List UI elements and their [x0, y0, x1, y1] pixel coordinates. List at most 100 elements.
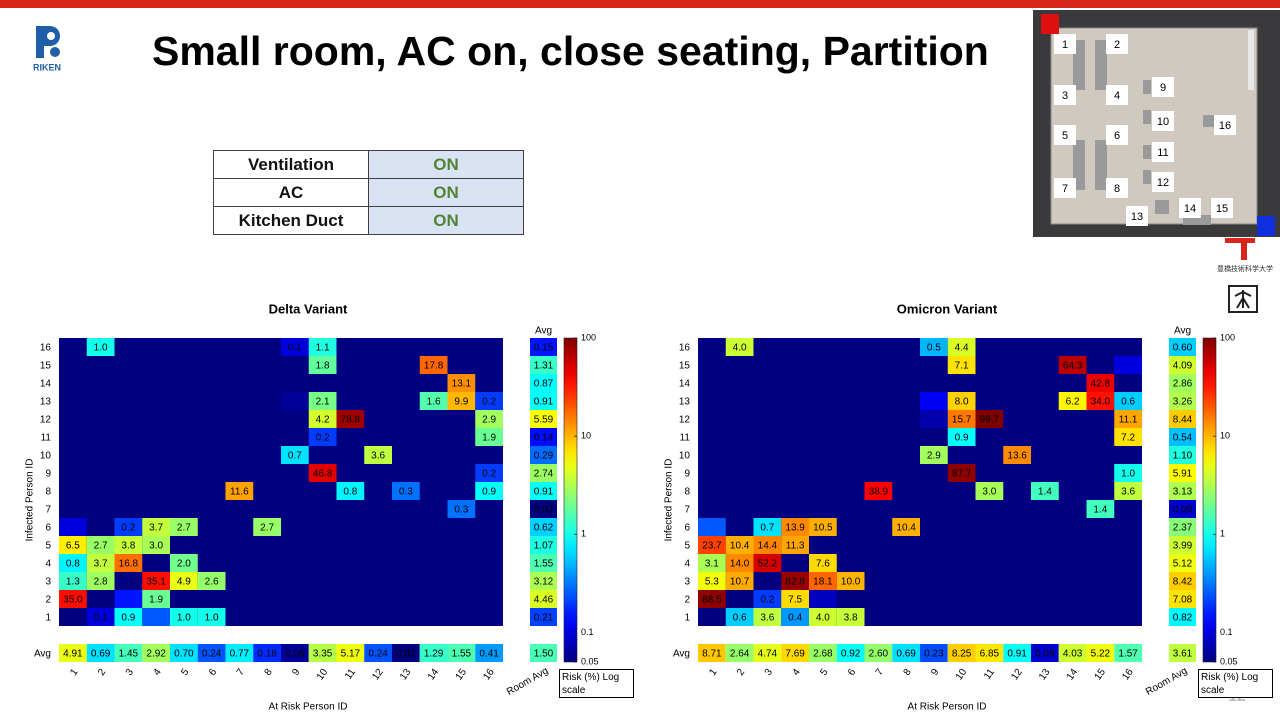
- row-avg-label: 7.08: [1173, 595, 1193, 606]
- x-tick-label: 14: [1065, 667, 1081, 683]
- y-tick-label: 15: [679, 361, 691, 372]
- seat-label-box: [1106, 34, 1128, 54]
- cell-label: 1.8: [316, 361, 330, 372]
- col-avg-label: 8.71: [702, 649, 722, 660]
- x-tick-label: 4: [791, 667, 803, 678]
- cell-label: 16.8: [119, 559, 139, 570]
- x-tick-label: 5: [179, 667, 191, 678]
- heatmap-cell: [753, 590, 782, 608]
- riken-logo: RIKEN: [33, 26, 61, 72]
- heatmap-cell: [170, 572, 198, 590]
- y-tick-label: 14: [40, 379, 52, 390]
- setting-value: ON: [368, 178, 524, 207]
- seat-label: 2: [1114, 39, 1120, 51]
- heatmap-cell: [920, 392, 948, 410]
- seat-label-box: [1179, 198, 1201, 218]
- cell-label: 14.0: [730, 559, 750, 570]
- cell-label: 4.2: [316, 415, 330, 426]
- heatmap-cell: [920, 338, 948, 356]
- x-tick-label: 16: [481, 667, 497, 683]
- y-tick-label: 10: [679, 451, 691, 462]
- heatmap-cell: [114, 518, 143, 536]
- col-avg-cell: [114, 644, 143, 662]
- col-avg-label: 0.41: [479, 649, 499, 660]
- row-avg-label: 0.09: [1173, 505, 1193, 516]
- y-tick-label: 13: [40, 397, 52, 408]
- seat-label-box: [1054, 85, 1076, 105]
- col-avg-cell: [1003, 644, 1031, 662]
- heatmap-cell: [1114, 428, 1142, 446]
- cell-label: 0.9: [482, 487, 496, 498]
- x-tick-label: 2: [735, 667, 747, 678]
- col-avg-cell: [308, 644, 337, 662]
- seat-label: 6: [1114, 130, 1120, 142]
- row-avg-label: 0.62: [534, 523, 554, 534]
- cell-label: 0.2: [121, 523, 135, 534]
- cell-label: 35.1: [146, 577, 166, 588]
- heatmap-cell: [920, 410, 948, 428]
- row-avg-cell: [1169, 338, 1196, 356]
- heatmap-cell: [142, 536, 170, 554]
- heatmap-cell: [86, 338, 115, 356]
- y-tick-label: 4: [45, 559, 51, 570]
- colorbar-tick-label: 0.1: [1220, 627, 1233, 637]
- colorbar: [1202, 337, 1217, 663]
- x-tick-label: 2: [96, 667, 108, 678]
- cell-label: 3.8: [121, 541, 135, 552]
- y-tick-label: 16: [679, 343, 691, 354]
- cell-label: 2.0: [177, 559, 191, 570]
- y-tick-label: 2: [45, 595, 51, 606]
- heatmap-cell: [975, 482, 1004, 500]
- cell-label: 5.3: [705, 577, 719, 588]
- row-avg-label: 4.46: [534, 595, 554, 606]
- col-avg-cell: [920, 644, 948, 662]
- col-avg-cell: [253, 644, 281, 662]
- cell-label: 2.6: [205, 577, 219, 588]
- x-tick-label: 14: [426, 667, 442, 683]
- col-avg-cell: [419, 644, 448, 662]
- col-avg-label: 0.24: [368, 649, 388, 660]
- heatmap-cell: [809, 572, 837, 590]
- heatmap-cell: [114, 554, 143, 572]
- colorbar-label-box: Risk (%) Log scale: [559, 669, 634, 698]
- cell-label: 3.7: [149, 523, 163, 534]
- heatmap-cell: [809, 554, 837, 572]
- col-avg-label: 0.69: [91, 649, 111, 660]
- heatmap-cell: [1114, 356, 1142, 374]
- cell-label: 0.7: [288, 451, 302, 462]
- top-bar: [0, 0, 1280, 8]
- heatmap-cell: [86, 554, 115, 572]
- heatmap-cell: [920, 446, 948, 464]
- cell-label: 0.4: [788, 613, 802, 624]
- logo-text: RIKEN: [33, 62, 61, 72]
- x-tick-label: 7: [874, 667, 886, 678]
- colorbar-tick-label: 0.05: [1220, 656, 1238, 666]
- colorbar-label: Risk (%) Log scale: [1198, 669, 1273, 698]
- cell-label: 3.8: [844, 613, 858, 624]
- colorbar-tick-label: 1: [581, 529, 586, 539]
- row-avg-cell: [1169, 446, 1196, 464]
- heatmap-cell: [86, 608, 115, 626]
- col-avg-label: 2.60: [869, 649, 889, 660]
- seat-label: 1: [1062, 39, 1068, 51]
- cell-label: 1.9: [149, 595, 163, 606]
- x-tick-label: 11: [982, 667, 997, 682]
- col-avg-label: 0.09: [1035, 649, 1055, 660]
- seat-label-box: [1152, 77, 1174, 97]
- heatmap-cell: [1031, 482, 1059, 500]
- colorbar-tick-label: 10: [581, 431, 591, 441]
- heatmap-cell: [781, 536, 809, 554]
- heatmap-cell: [170, 518, 198, 536]
- cell-label: 14.4: [758, 541, 778, 552]
- cell-label: 35.0: [63, 595, 83, 606]
- y-tick-label: 16: [40, 343, 52, 354]
- heatmap-cell: [809, 518, 837, 536]
- room-avg-value: 1.50: [534, 649, 554, 660]
- heatmap-cell: [308, 356, 337, 374]
- y-tick-label: 13: [679, 397, 691, 408]
- row-avg-cell: [1169, 500, 1196, 518]
- cell-label: 2.9: [482, 415, 496, 426]
- heatmap-cell: [753, 554, 782, 572]
- col-avg-label: 0.24: [202, 649, 222, 660]
- seat-label-box: [1211, 198, 1233, 218]
